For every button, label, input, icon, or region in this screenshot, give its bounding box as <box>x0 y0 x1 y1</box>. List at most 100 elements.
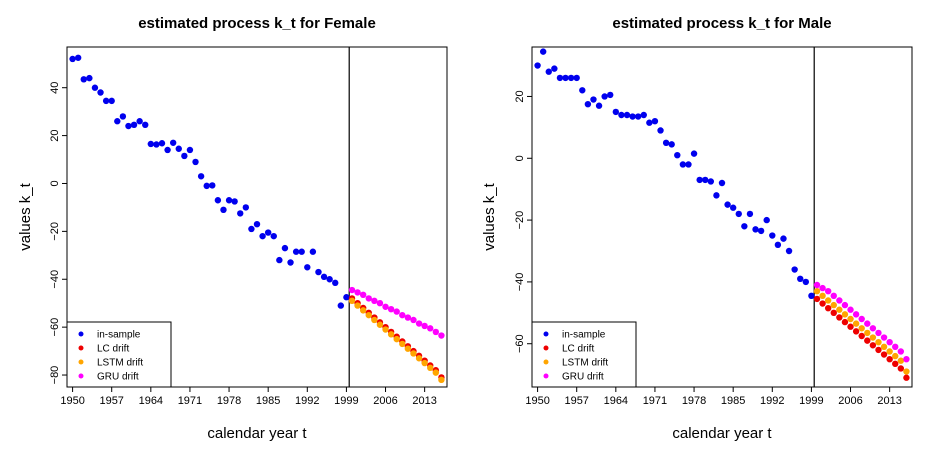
data-point-in-sample <box>225 197 233 204</box>
data-point-in-sample <box>158 140 166 147</box>
data-point-gru-drift <box>819 284 826 292</box>
data-point-in-sample <box>735 210 742 218</box>
axis-ticks-female: 1950 1957 1964 1971 1978 1985 1992 1999 2006 2013… <box>49 82 437 407</box>
data-point-in-sample <box>646 119 653 126</box>
y-axis-label-male: values k_t <box>481 182 498 250</box>
data-point-lc-drift <box>841 318 849 326</box>
data-point-in-sample <box>315 268 322 276</box>
x-tick-label: 1992 <box>295 395 319 407</box>
data-point-gru-drift <box>415 320 423 327</box>
data-point-in-sample <box>757 227 765 235</box>
axis-ticks-male: 1950 1957 1964 1971 1978 1985 1992 1999 2006 2013… <box>514 90 902 407</box>
data-point-in-sample <box>142 121 149 129</box>
data-point-lstm-drift <box>830 301 837 309</box>
data-point-gru-drift <box>892 343 899 351</box>
x-tick-label: 1985 <box>721 395 745 407</box>
data-point-lc-drift <box>892 360 899 368</box>
data-point-gru-drift <box>852 311 860 318</box>
data-point-in-sample <box>752 226 759 233</box>
data-point-lstm-drift <box>427 364 434 372</box>
data-point-in-sample <box>551 65 558 72</box>
x-tick-label: 1964 <box>604 395 628 407</box>
data-point-lc-drift <box>852 328 860 335</box>
x-tick-label: 1978 <box>217 395 241 407</box>
data-point-in-sample <box>153 141 160 148</box>
y-tick-label: −80 <box>49 366 61 385</box>
data-point-gru-drift <box>886 338 893 346</box>
x-tick-label: 2013 <box>412 395 436 407</box>
data-point-gru-drift <box>880 334 888 341</box>
data-point-gru-drift <box>376 299 384 307</box>
data-point-lstm-drift <box>365 311 372 319</box>
data-point-in-sample <box>785 247 793 255</box>
data-point-gru-drift <box>841 301 849 309</box>
legend-male: in-sample LC drift LSTM drift GRU drift <box>531 321 637 388</box>
data-point-in-sample <box>69 55 76 63</box>
y-tick-label: −40 <box>49 270 61 289</box>
y-tick-label: −20 <box>514 211 526 230</box>
data-point-lc-drift <box>897 365 905 372</box>
data-point-lstm-drift <box>897 357 905 364</box>
data-point-in-sample <box>97 89 104 96</box>
data-point-in-sample <box>80 76 87 83</box>
data-point-in-sample <box>108 97 115 105</box>
data-point-lstm-drift <box>348 297 356 305</box>
data-point-in-sample <box>343 294 350 301</box>
y-axis-label-female: values k_t <box>17 182 34 250</box>
data-point-in-sample <box>253 220 261 228</box>
data-point-lstm-drift <box>880 343 888 351</box>
data-point-in-sample <box>326 276 333 283</box>
data-point-in-sample <box>545 68 552 75</box>
data-point-in-sample <box>332 279 339 287</box>
legend-label: in-sample <box>97 330 141 341</box>
data-point-lstm-drift <box>432 369 440 376</box>
data-point-gru-drift <box>365 295 372 302</box>
x-tick-label: 1999 <box>334 395 358 407</box>
data-point-in-sample <box>662 139 670 147</box>
data-point-in-sample <box>651 117 659 125</box>
data-point-in-sample <box>634 113 642 120</box>
data-point-in-sample <box>175 145 182 152</box>
data-point-in-sample <box>281 244 289 252</box>
data-point-in-sample <box>248 225 255 233</box>
data-point-in-sample <box>298 248 305 255</box>
data-point-in-sample <box>259 232 266 240</box>
legend-marker <box>78 373 84 379</box>
data-point-lc-drift <box>875 346 882 354</box>
data-point-lc-drift <box>858 332 865 340</box>
data-point-in-sample <box>729 204 737 211</box>
legend-marker <box>78 331 84 337</box>
data-point-in-sample <box>114 118 121 125</box>
data-point-gru-drift <box>897 348 905 355</box>
data-point-in-sample <box>102 97 110 105</box>
legend-label: LC drift <box>97 344 129 355</box>
data-point-gru-drift <box>410 316 417 324</box>
data-point-in-sample <box>607 91 614 99</box>
data-point-lstm-drift <box>421 359 428 367</box>
legend-box <box>66 321 172 388</box>
x-tick-label: 1992 <box>760 395 784 407</box>
data-point-gru-drift <box>432 328 440 336</box>
data-point-in-sample <box>181 152 188 160</box>
data-point-gru-drift <box>864 320 871 327</box>
y-tick-label: 40 <box>49 82 61 94</box>
data-point-lstm-drift <box>393 335 400 343</box>
x-tick-label: 2006 <box>838 395 862 407</box>
data-point-lc-drift <box>847 323 854 330</box>
data-point-gru-drift <box>903 355 910 363</box>
data-point-lstm-drift <box>382 326 389 333</box>
data-point-lstm-drift <box>359 307 367 314</box>
x-tick-label: 1978 <box>682 395 706 407</box>
data-point-in-sample <box>774 241 782 249</box>
legend-label: LSTM drift <box>97 358 143 369</box>
data-point-in-sample <box>276 256 283 264</box>
data-point-lstm-drift <box>438 376 445 384</box>
chart-panel-female: estimated process k_t for Female calenda… <box>17 15 448 442</box>
data-point-gru-drift <box>438 332 445 339</box>
x-tick-label: 1971 <box>643 395 667 407</box>
data-point-gru-drift <box>404 314 412 321</box>
data-point-in-sample <box>539 48 547 55</box>
data-point-in-sample <box>287 259 294 266</box>
x-tick-label: 1999 <box>799 395 823 407</box>
